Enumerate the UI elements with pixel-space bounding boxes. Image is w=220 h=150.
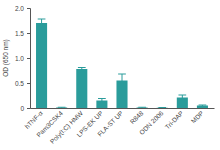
- y-axis: 0 0.5 1.0 1.5 2.0: [15, 5, 31, 112]
- bar: [157, 107, 168, 108]
- y-tick-label: 2.0: [15, 5, 24, 12]
- x-tick-label: R848: [128, 109, 144, 125]
- x-axis-line: [31, 108, 215, 109]
- x-axis: hTNF-αPam3CSK4Poly(I:C) HMWLPS-EK UPFLA-…: [23, 108, 214, 146]
- error-bar: [58, 107, 66, 108]
- x-tick: Poly(I:C) HMW: [48, 108, 85, 146]
- y-tick-mark: [27, 8, 30, 9]
- y-tick-label: 1.5: [15, 30, 24, 37]
- error-cap: [98, 98, 106, 99]
- y-tick: 0.5: [15, 80, 30, 87]
- y-tick: 2.0: [15, 5, 30, 12]
- error-bar: [98, 99, 106, 103]
- x-tick-label: MDP: [190, 109, 205, 124]
- error-cap: [58, 107, 66, 108]
- error-cap: [178, 95, 186, 96]
- marks: [36, 19, 208, 108]
- error-bar: [118, 74, 126, 87]
- error-bar: [199, 105, 207, 106]
- x-tick: ODN 2006: [138, 108, 165, 136]
- error-stem: [41, 19, 42, 27]
- error-bar: [38, 19, 46, 27]
- y-axis-line: [27, 9, 31, 109]
- error-bar: [138, 107, 146, 108]
- y-tick: 1.0: [15, 55, 30, 62]
- bar: [36, 23, 47, 108]
- error-bar: [78, 68, 86, 71]
- y-tick-mark: [27, 33, 30, 34]
- chart: 0 0.5 1.0 1.5 2.0 hTNF-αPam3CSK4Poly(I:C) HMW…: [0, 0, 220, 150]
- x-tick: FLA-ST UP: [96, 108, 124, 138]
- error-bar: [178, 95, 186, 100]
- y-tick-mark: [27, 108, 30, 109]
- error-cap: [38, 19, 46, 20]
- bar: [76, 69, 87, 108]
- x-tick-label: Tri-DAP: [164, 109, 185, 130]
- error-cap: [78, 67, 86, 68]
- x-tick: R848: [128, 108, 144, 125]
- error-stem: [122, 74, 123, 87]
- x-tick: Tri-DAP: [164, 108, 185, 130]
- error-stem: [101, 99, 102, 103]
- error-cap: [158, 107, 166, 108]
- error-bar: [158, 107, 166, 108]
- y-tick-label: 1.0: [15, 55, 24, 62]
- x-tick-label: Poly(I:C) HMW: [48, 109, 85, 146]
- error-stem: [182, 95, 183, 100]
- y-tick: 1.5: [15, 30, 30, 37]
- x-tick-label: FLA-ST UP: [96, 109, 124, 137]
- bar: [197, 106, 208, 109]
- y-tick-label: 0: [20, 105, 24, 112]
- plot: 0 0.5 1.0 1.5 2.0 hTNF-αPam3CSK4Poly(I:C) HMW…: [15, 5, 215, 146]
- y-tick-mark: [27, 83, 30, 84]
- y-tick-label: 0.5: [15, 80, 24, 87]
- error-cap: [138, 107, 146, 108]
- x-tick: MDP: [190, 108, 205, 125]
- y-tick: 0: [20, 105, 30, 112]
- y-axis-title: OD (650 nm): [2, 39, 10, 77]
- x-tick-label: ODN 2006: [138, 109, 165, 136]
- error-cap: [199, 105, 207, 106]
- bar: [56, 107, 67, 108]
- bar: [137, 107, 148, 108]
- y-tick-mark: [27, 58, 30, 59]
- error-cap: [118, 74, 126, 75]
